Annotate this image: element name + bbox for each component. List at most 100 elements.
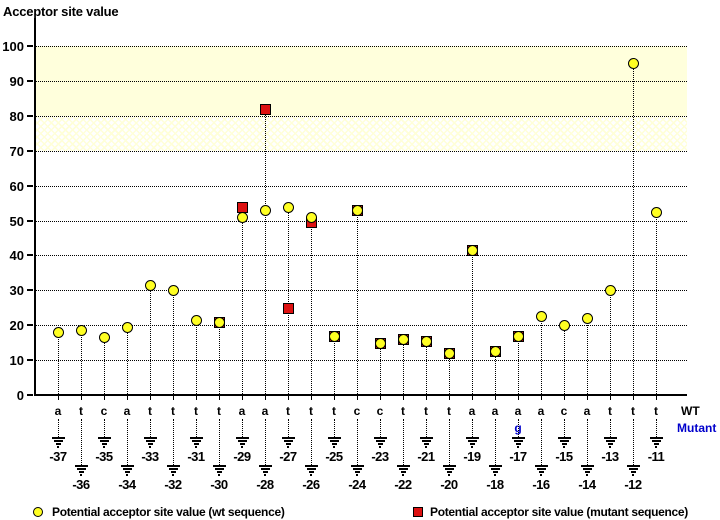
ground-icon: [97, 437, 111, 439]
xtick-mark: [311, 396, 312, 400]
ground-icon: [287, 446, 289, 448]
ground-icon: [350, 465, 364, 467]
xtick-mark: [518, 396, 519, 400]
ground-icon: [419, 437, 433, 439]
xtick-mark: [610, 396, 611, 400]
xtick-mark: [81, 396, 82, 400]
column-stem: [633, 63, 634, 394]
wt-marker: [260, 205, 271, 216]
position-label: -25: [325, 449, 343, 464]
ground-icon: [216, 471, 222, 473]
y-axis: [34, 18, 36, 396]
ground-icon: [630, 471, 636, 473]
ground-icon: [120, 465, 134, 467]
column-stem: [196, 320, 197, 394]
wt-marker: [53, 327, 64, 338]
position-label: -13: [601, 449, 619, 464]
ytick-label-90: 90: [9, 74, 24, 89]
ytick-label-0: 0: [16, 388, 24, 403]
sequence-letter: t: [631, 404, 635, 418]
column-stem: [610, 290, 611, 394]
wt-marker: [99, 332, 110, 343]
position-label: -26: [302, 477, 320, 492]
ground-icon: [235, 437, 249, 439]
ytick-label-50: 50: [9, 214, 24, 229]
ytick-mark: [27, 324, 33, 326]
wt-marker: [559, 320, 570, 331]
position-label: -22: [394, 477, 412, 492]
wt-marker: [467, 245, 478, 256]
ground-icon: [515, 443, 521, 445]
position-stem: [242, 419, 243, 437]
ground-icon: [655, 446, 657, 448]
xtick-mark: [449, 396, 450, 400]
ytick-label-80: 80: [9, 109, 24, 124]
ground-icon: [283, 440, 293, 442]
position-label: -27: [279, 449, 297, 464]
xtick-mark: [58, 396, 59, 400]
position-stem: [472, 419, 473, 437]
position-label: -19: [463, 449, 481, 464]
wt-row-label: WT: [681, 404, 700, 418]
column-stem: [150, 285, 151, 394]
ground-icon: [51, 437, 65, 439]
ground-icon: [214, 468, 224, 470]
ground-icon: [356, 474, 358, 476]
xtick-mark: [150, 396, 151, 400]
mutant-marker: [283, 303, 294, 314]
x-axis: [34, 394, 687, 396]
ground-icon: [605, 440, 615, 442]
threshold-band-crosshatch: [36, 115, 687, 151]
chart-title: Acceptor site value: [3, 4, 119, 19]
sequence-letter: t: [148, 404, 152, 418]
ground-icon: [379, 446, 381, 448]
gridline-70: [36, 151, 687, 152]
position-label: -14: [578, 477, 596, 492]
ground-icon: [557, 437, 571, 439]
sequence-letter: a: [491, 404, 499, 418]
column-stem: [518, 336, 519, 394]
ground-icon: [78, 471, 84, 473]
sequence-letter: c: [353, 404, 361, 418]
xtick-mark: [242, 396, 243, 400]
ytick-label-30: 30: [9, 283, 24, 298]
position-stem: [518, 419, 519, 437]
wt-marker: [283, 202, 294, 213]
position-stem: [656, 419, 657, 437]
position-stem: [357, 419, 358, 465]
position-label: -30: [210, 477, 228, 492]
position-stem: [196, 419, 197, 437]
legend-mutant-label: Potential acceptor site value (mutant se…: [430, 505, 688, 519]
sequence-letter: t: [194, 404, 198, 418]
position-label: -28: [256, 477, 274, 492]
position-stem: [334, 419, 335, 437]
position-label: -37: [49, 449, 67, 464]
ground-icon: [327, 437, 341, 439]
ground-icon: [494, 474, 496, 476]
ytick-mark: [27, 45, 33, 47]
column-stem: [58, 332, 59, 394]
ground-icon: [241, 446, 243, 448]
wt-marker: [122, 322, 133, 333]
column-stem: [81, 330, 82, 394]
gridline-10: [36, 360, 687, 361]
xtick-mark: [541, 396, 542, 400]
ground-icon: [260, 468, 270, 470]
ground-icon: [191, 440, 201, 442]
wt-marker: [191, 315, 202, 326]
sequence-letter: a: [238, 404, 246, 418]
ground-icon: [281, 437, 295, 439]
sequence-letter: a: [583, 404, 591, 418]
ground-icon: [375, 440, 385, 442]
column-stem: [656, 212, 657, 394]
column-stem: [541, 316, 542, 394]
ytick-label-70: 70: [9, 144, 24, 159]
ground-icon: [607, 443, 613, 445]
sequence-letter: t: [424, 404, 428, 418]
ground-icon: [603, 437, 617, 439]
sequence-letter: a: [537, 404, 545, 418]
ground-icon: [649, 437, 663, 439]
column-stem: [380, 343, 381, 394]
ground-icon: [53, 440, 63, 442]
column-stem: [288, 207, 289, 394]
